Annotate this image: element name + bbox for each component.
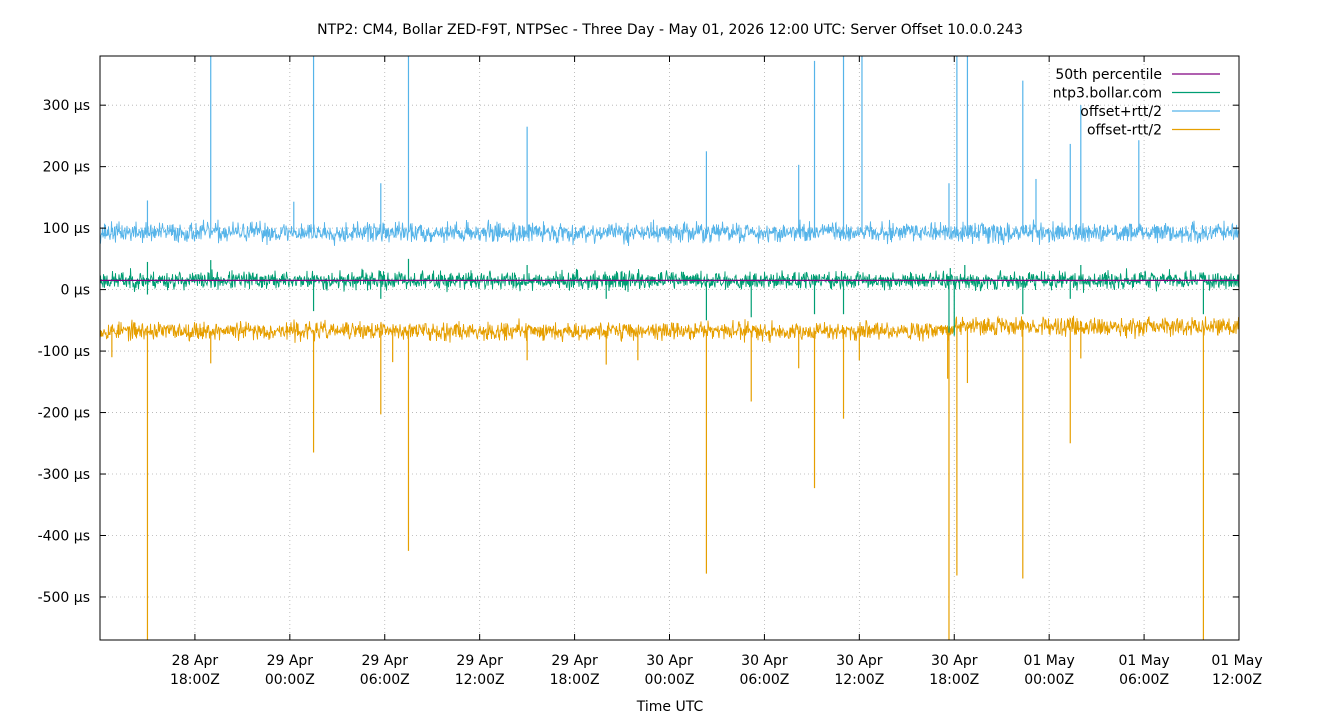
x-tick-label: 12:00Z <box>834 672 884 688</box>
x-tick-label: 30 Apr <box>836 653 883 669</box>
x-tick-label: 30 Apr <box>931 653 978 669</box>
x-tick-label: 06:00Z <box>1119 672 1169 688</box>
x-axis-label: Time UTC <box>636 699 704 715</box>
legend-label: offset-rtt/2 <box>1087 123 1162 139</box>
series-layer <box>99 56 1240 640</box>
y-tick-label: 0 µs <box>60 283 90 299</box>
x-tick-label: 18:00Z <box>550 672 600 688</box>
x-tick-label: 06:00Z <box>360 672 410 688</box>
x-tick-label: 18:00Z <box>929 672 979 688</box>
series-line <box>99 315 1240 343</box>
x-tick-label: 29 Apr <box>551 653 598 669</box>
x-tick-label: 29 Apr <box>362 653 409 669</box>
y-tick-label: 300 µs <box>43 98 90 114</box>
chart-title: NTP2: CM4, Bollar ZED-F9T, NTPSec - Thre… <box>317 22 1023 38</box>
legend: 50th percentile ntp3.bollar.com offset+rtt… <box>1053 67 1220 139</box>
x-tick-label: 01 May <box>1211 653 1262 669</box>
x-tick-label: 29 Apr <box>267 653 314 669</box>
grid-lines <box>100 56 1240 640</box>
legend-label: ntp3.bollar.com <box>1053 86 1162 102</box>
y-tick-label: 200 µs <box>43 160 90 176</box>
x-tick-label: 18:00Z <box>170 672 220 688</box>
x-tick-label: 01 May <box>1024 653 1075 669</box>
x-tick-label: 28 Apr <box>172 653 219 669</box>
series-2 <box>99 56 1240 247</box>
y-tick-label: -300 µs <box>38 467 90 483</box>
x-tick-label: 00:00Z <box>645 672 695 688</box>
y-tick-label: -500 µs <box>38 590 90 606</box>
x-axis: 28 Apr 18:00Z 29 Apr 00:00Z 29 Apr 06:00Z 29 A… <box>170 56 1263 688</box>
y-tick-label: -400 µs <box>38 528 90 544</box>
x-tick-label: 29 Apr <box>456 653 503 669</box>
x-tick-label: 01 May <box>1118 653 1169 669</box>
x-tick-label: 30 Apr <box>741 653 788 669</box>
legend-label: offset+rtt/2 <box>1080 104 1162 120</box>
series-line <box>99 219 1240 247</box>
x-tick-label: 12:00Z <box>455 672 505 688</box>
y-axis: 300 µs 200 µs 100 µs 0 µs -100 µs -200 µs -300… <box>38 98 1239 606</box>
legend-label: 50th percentile <box>1055 67 1162 83</box>
x-tick-label: 30 Apr <box>646 653 693 669</box>
series-3 <box>99 315 1240 640</box>
y-tick-label: -100 µs <box>38 344 90 360</box>
y-tick-label: 100 µs <box>43 221 90 237</box>
x-tick-label: 12:00Z <box>1212 672 1262 688</box>
x-tick-label: 06:00Z <box>739 672 789 688</box>
x-tick-label: 00:00Z <box>265 672 315 688</box>
y-tick-label: -200 µs <box>38 406 90 422</box>
x-tick-label: 00:00Z <box>1024 672 1074 688</box>
